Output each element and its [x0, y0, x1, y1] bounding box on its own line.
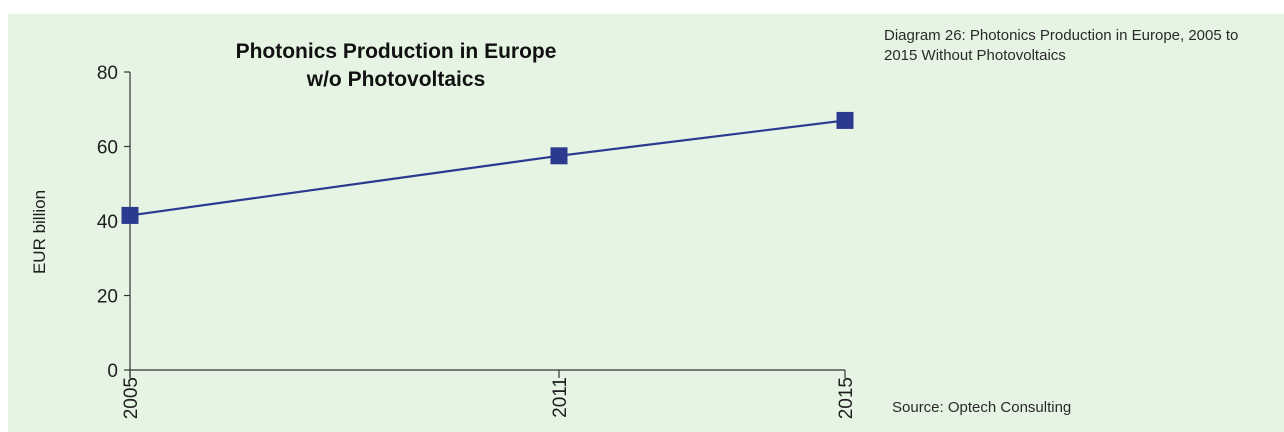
y-tick-label: 40 [97, 212, 118, 233]
chart-background-panel [8, 14, 1284, 432]
y-axis-label: EUR billion [30, 190, 49, 274]
diagram-caption: Diagram 26: Photonics Production in Euro… [884, 27, 1239, 64]
axes [129, 72, 845, 378]
data-point-marker [550, 147, 568, 165]
series-group [121, 111, 854, 224]
data-point-marker [121, 206, 139, 224]
series-line [129, 119, 846, 217]
x-tick-label: 2011 [550, 377, 571, 418]
y-axis-ticks: 0 20 40 60 80 [97, 63, 130, 382]
chart-title-line-1: Photonics Production in Europe [236, 40, 557, 63]
y-tick-label: 0 [107, 361, 118, 382]
y-tick-label: 60 [97, 138, 118, 159]
chart-title-line-2: w/o Photovoltaics [306, 68, 486, 91]
data-point-marker [836, 111, 854, 129]
chart-title: Photonics Production in Europe w/o Photo… [236, 40, 557, 91]
source-note: Source: Optech Consulting [892, 399, 1072, 416]
x-tick-label: 2005 [121, 377, 142, 419]
x-tick-label: 2015 [836, 377, 857, 419]
y-tick-label: 20 [97, 287, 118, 308]
y-tick-label: 80 [97, 63, 118, 84]
x-axis-ticks: 2005 2011 2015 [121, 370, 857, 419]
